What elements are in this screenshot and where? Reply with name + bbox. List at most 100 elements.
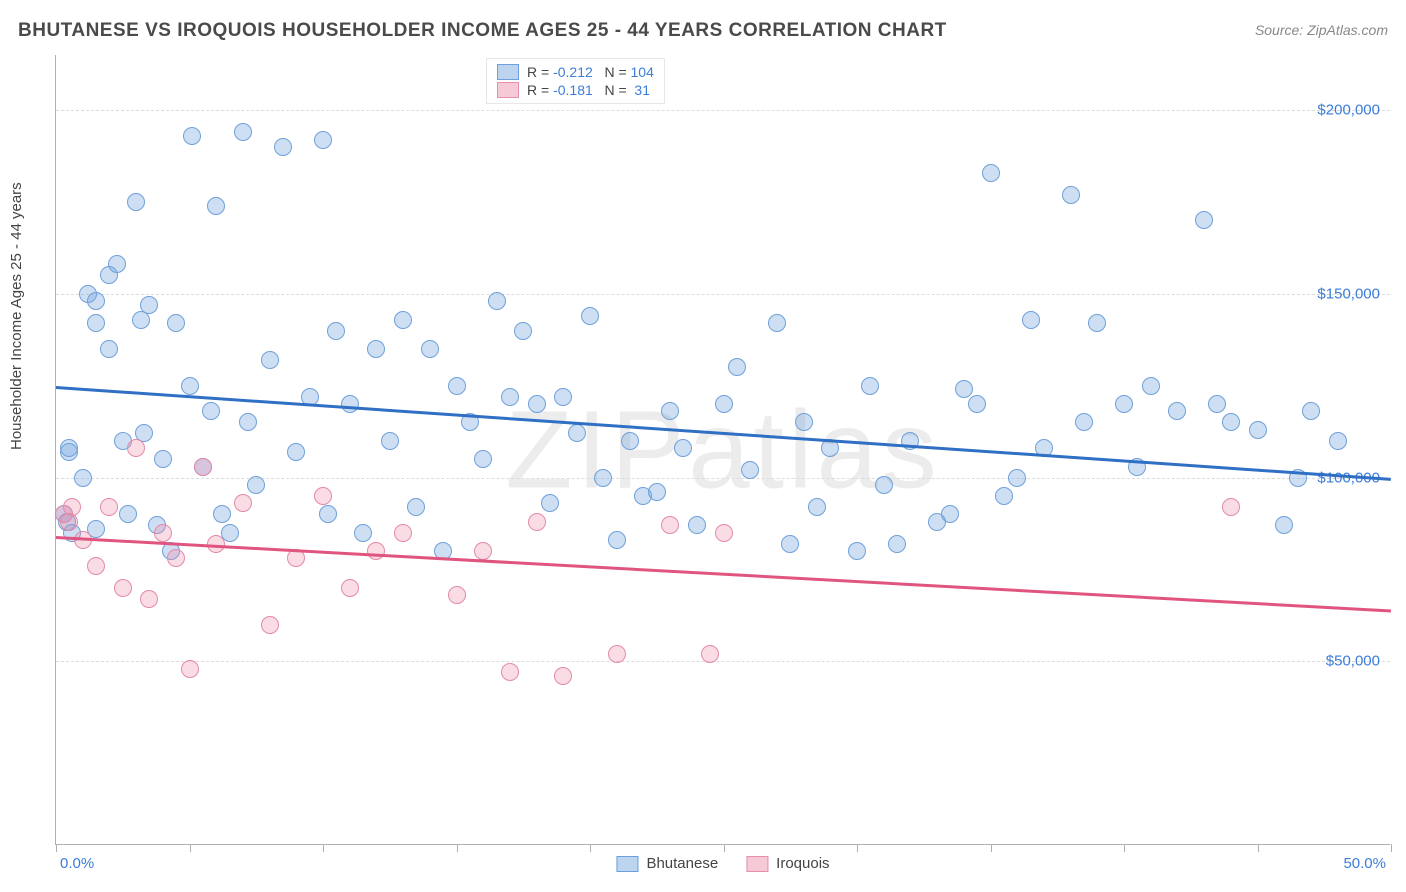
plot-area: ZIPatlas R = -0.212 N = 104R = -0.181 N … (55, 55, 1390, 845)
data-point (183, 127, 201, 145)
data-point (621, 432, 639, 450)
data-point (968, 395, 986, 413)
data-point (501, 388, 519, 406)
data-point (594, 469, 612, 487)
data-point (381, 432, 399, 450)
data-point (367, 340, 385, 358)
data-point (367, 542, 385, 560)
data-point (1022, 311, 1040, 329)
data-point (154, 450, 172, 468)
legend-swatch (497, 64, 519, 80)
data-point (140, 296, 158, 314)
data-point (234, 123, 252, 141)
data-point (541, 494, 559, 512)
data-point (354, 524, 372, 542)
data-point (167, 549, 185, 567)
data-point (554, 388, 572, 406)
data-point (1302, 402, 1320, 420)
y-axis-label: Householder Income Ages 25 - 44 years (8, 182, 25, 450)
data-point (488, 292, 506, 310)
data-point (474, 542, 492, 560)
data-point (421, 340, 439, 358)
data-point (448, 586, 466, 604)
data-point (247, 476, 265, 494)
data-point (261, 351, 279, 369)
data-point (87, 314, 105, 332)
series-legend: Bhutanese Iroquois (616, 855, 829, 872)
data-point (741, 461, 759, 479)
data-point (314, 487, 332, 505)
data-point (1195, 211, 1213, 229)
data-point (341, 579, 359, 597)
data-point (701, 645, 719, 663)
legend-stat-text: R = -0.212 N = 104 (527, 64, 654, 80)
y-tick-label: $150,000 (1317, 285, 1380, 302)
data-point (528, 513, 546, 531)
data-point (1008, 469, 1026, 487)
x-tick (590, 844, 591, 852)
data-point (234, 494, 252, 512)
x-tick (323, 844, 324, 852)
source-attribution: Source: ZipAtlas.com (1255, 22, 1388, 38)
data-point (941, 505, 959, 523)
x-tick (56, 844, 57, 852)
legend-stat-row: R = -0.212 N = 104 (497, 63, 654, 81)
data-point (154, 524, 172, 542)
data-point (861, 377, 879, 395)
x-tick (1124, 844, 1125, 852)
legend-stat-row: R = -0.181 N = 31 (497, 81, 654, 99)
data-point (688, 516, 706, 534)
data-point (715, 524, 733, 542)
data-point (501, 663, 519, 681)
data-point (888, 535, 906, 553)
x-tick-label: 0.0% (60, 855, 94, 872)
legend-swatch (616, 856, 638, 872)
data-point (319, 505, 337, 523)
data-point (848, 542, 866, 560)
data-point (74, 469, 92, 487)
data-point (1249, 421, 1267, 439)
correlation-legend: R = -0.212 N = 104 R = -0.181 N = 31 (486, 58, 665, 104)
data-point (648, 483, 666, 501)
data-point (1062, 186, 1080, 204)
legend-item: Bhutanese (616, 855, 718, 872)
data-point (287, 443, 305, 461)
legend-stat-text: R = -0.181 N = 31 (527, 82, 650, 98)
gridline (56, 294, 1390, 295)
data-point (181, 377, 199, 395)
legend-swatch (497, 82, 519, 98)
data-point (982, 164, 1000, 182)
x-tick (457, 844, 458, 852)
data-point (581, 307, 599, 325)
data-point (661, 516, 679, 534)
data-point (167, 314, 185, 332)
legend-label: Iroquois (776, 855, 829, 872)
data-point (875, 476, 893, 494)
x-tick-label: 50.0% (1343, 855, 1386, 872)
data-point (341, 395, 359, 413)
data-point (808, 498, 826, 516)
data-point (715, 395, 733, 413)
data-point (728, 358, 746, 376)
data-point (661, 402, 679, 420)
data-point (127, 439, 145, 457)
data-point (119, 505, 137, 523)
data-point (1088, 314, 1106, 332)
data-point (955, 380, 973, 398)
data-point (448, 377, 466, 395)
data-point (394, 311, 412, 329)
x-tick (1258, 844, 1259, 852)
data-point (127, 193, 145, 211)
data-point (140, 590, 158, 608)
data-point (407, 498, 425, 516)
data-point (327, 322, 345, 340)
data-point (202, 402, 220, 420)
data-point (1115, 395, 1133, 413)
data-point (394, 524, 412, 542)
y-tick-label: $50,000 (1326, 653, 1380, 670)
data-point (194, 458, 212, 476)
legend-label: Bhutanese (646, 855, 718, 872)
data-point (608, 645, 626, 663)
data-point (514, 322, 532, 340)
data-point (781, 535, 799, 553)
